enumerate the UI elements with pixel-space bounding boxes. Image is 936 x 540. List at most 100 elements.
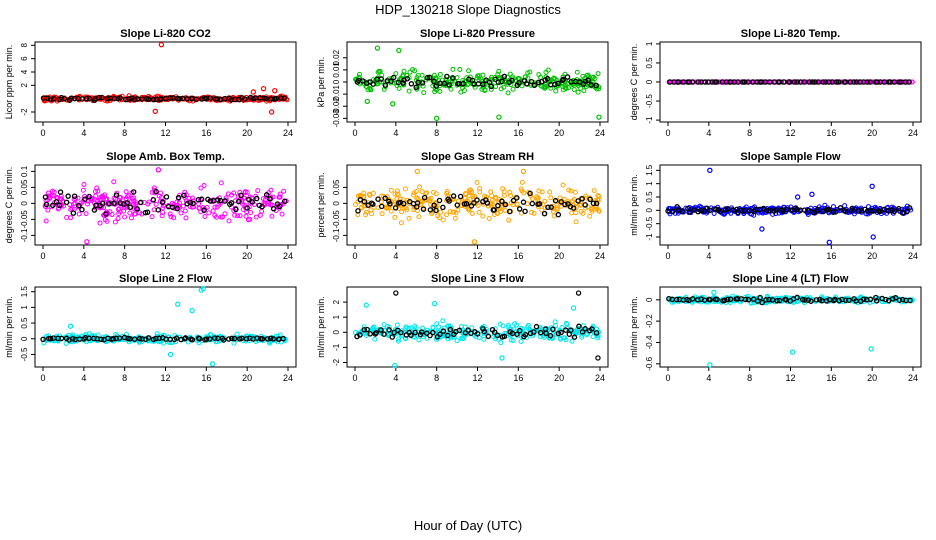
data-point [97, 197, 103, 203]
data-point [99, 94, 105, 101]
x-tick-label: 4 [393, 373, 398, 383]
data-point [215, 197, 221, 203]
data-point [207, 336, 213, 342]
data-point [864, 208, 871, 214]
data-point [201, 207, 207, 214]
data-point [155, 207, 162, 213]
data-point [573, 205, 579, 211]
data-point [393, 80, 399, 86]
outlier-point [520, 168, 527, 175]
data-point [595, 335, 601, 341]
data-point [873, 298, 880, 304]
data-point [85, 201, 91, 207]
data-point [86, 337, 92, 343]
x-tick-label: 12 [472, 251, 482, 261]
series-black [667, 79, 912, 85]
data-point [717, 208, 724, 215]
data-point [174, 205, 181, 212]
data-point [864, 79, 871, 85]
data-point [253, 195, 260, 202]
data-point [545, 67, 551, 73]
data-point [552, 197, 559, 204]
outlier-point [868, 346, 874, 352]
data-point [80, 187, 86, 193]
data-point [441, 325, 447, 331]
data-point [121, 208, 127, 214]
data-point [267, 340, 273, 346]
data-point [413, 325, 419, 331]
data-point [552, 81, 558, 88]
data-point [578, 85, 584, 91]
data-point [70, 210, 77, 216]
data-point [435, 213, 441, 219]
data-point [519, 83, 525, 89]
data-point [799, 296, 806, 303]
x-tick-label: 16 [201, 128, 211, 138]
outlier-point [390, 101, 396, 107]
data-point [501, 84, 507, 90]
data-point [175, 194, 182, 201]
data-point [243, 336, 250, 342]
data-point [440, 328, 447, 334]
data-point [695, 208, 701, 215]
data-point [427, 74, 433, 81]
data-point [867, 79, 873, 85]
data-point [830, 209, 836, 215]
data-point [891, 79, 898, 85]
data-point [836, 79, 842, 85]
data-point [130, 189, 137, 195]
data-point [541, 210, 548, 217]
data-point [256, 202, 263, 209]
data-point [182, 208, 188, 214]
data-point [578, 199, 584, 205]
data-point [207, 95, 214, 101]
data-point [430, 189, 436, 195]
data-point [536, 201, 543, 207]
y-axis-label: degrees C per min. [629, 44, 639, 121]
data-point [248, 209, 254, 215]
series-black [354, 290, 601, 361]
data-point [766, 207, 772, 214]
data-point [537, 329, 544, 336]
data-point [160, 210, 166, 216]
data-point [786, 206, 792, 212]
data-point [231, 335, 238, 342]
data-point [575, 89, 581, 95]
data-point [766, 79, 773, 85]
data-point [779, 79, 785, 85]
data-point [692, 204, 698, 210]
outlier-point [826, 239, 832, 246]
data-point [836, 297, 842, 304]
x-tick-label: 0 [352, 373, 357, 383]
data-point [803, 79, 809, 85]
data-point [789, 79, 795, 85]
data-point [71, 196, 77, 202]
outlier-point [200, 285, 206, 292]
data-point [367, 85, 373, 91]
data-point [579, 329, 586, 335]
data-point [463, 200, 470, 207]
data-point [679, 208, 685, 215]
data-point [434, 321, 440, 327]
series-colored [666, 167, 914, 246]
y-tick-label: 4 [20, 69, 29, 74]
data-point [379, 193, 385, 199]
data-point [128, 215, 134, 221]
outlier-point [84, 239, 90, 245]
data-point [363, 209, 369, 215]
data-point [375, 196, 381, 202]
data-point [568, 327, 574, 333]
y-tick-label: 0.05 [20, 179, 29, 195]
data-point [69, 333, 75, 339]
data-point [191, 204, 197, 210]
data-point [150, 96, 157, 103]
data-point [124, 200, 130, 206]
data-point [448, 86, 454, 92]
data-point [444, 73, 450, 80]
data-point [440, 318, 446, 324]
data-point [492, 212, 498, 218]
data-point [754, 298, 761, 304]
data-point [392, 205, 399, 211]
data-point [805, 297, 812, 303]
data-point [885, 208, 892, 214]
